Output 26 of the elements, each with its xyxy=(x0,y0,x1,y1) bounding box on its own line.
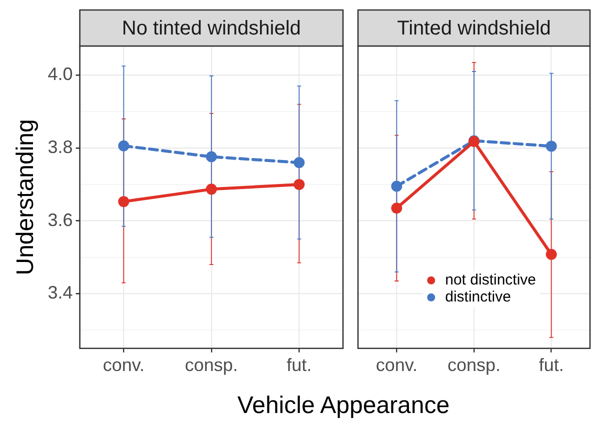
chart-title: No tinted windshield xyxy=(122,18,301,40)
point xyxy=(546,248,557,260)
x-tick-label: conv. xyxy=(102,355,145,376)
y-axis-title: Understanding xyxy=(12,119,40,276)
point xyxy=(546,140,557,152)
chart-title: Tinted windshield xyxy=(397,18,551,40)
point xyxy=(391,180,402,192)
legend-label: not distinctive xyxy=(445,272,536,289)
point xyxy=(206,151,217,162)
y-tick-label: 3.8 xyxy=(48,136,73,157)
point xyxy=(206,184,217,195)
y-tick-label: 3.4 xyxy=(48,282,73,303)
legend-label: distinctive xyxy=(445,288,511,306)
point xyxy=(118,196,130,208)
x-tick-label: fut. xyxy=(286,355,312,376)
y-tick-label: 4.0 xyxy=(48,64,73,84)
y-tick-label: 3.6 xyxy=(48,210,73,230)
x-tick-label: fut. xyxy=(538,355,564,376)
x-tick-label: consp. xyxy=(447,355,501,376)
point xyxy=(294,157,305,168)
x-tick-label: conv. xyxy=(376,355,418,376)
point xyxy=(391,202,402,214)
point xyxy=(118,140,130,152)
x-axis-title: Vehicle Appearance xyxy=(236,392,451,420)
point xyxy=(294,178,305,190)
x-tick-label: consp. xyxy=(184,355,238,376)
